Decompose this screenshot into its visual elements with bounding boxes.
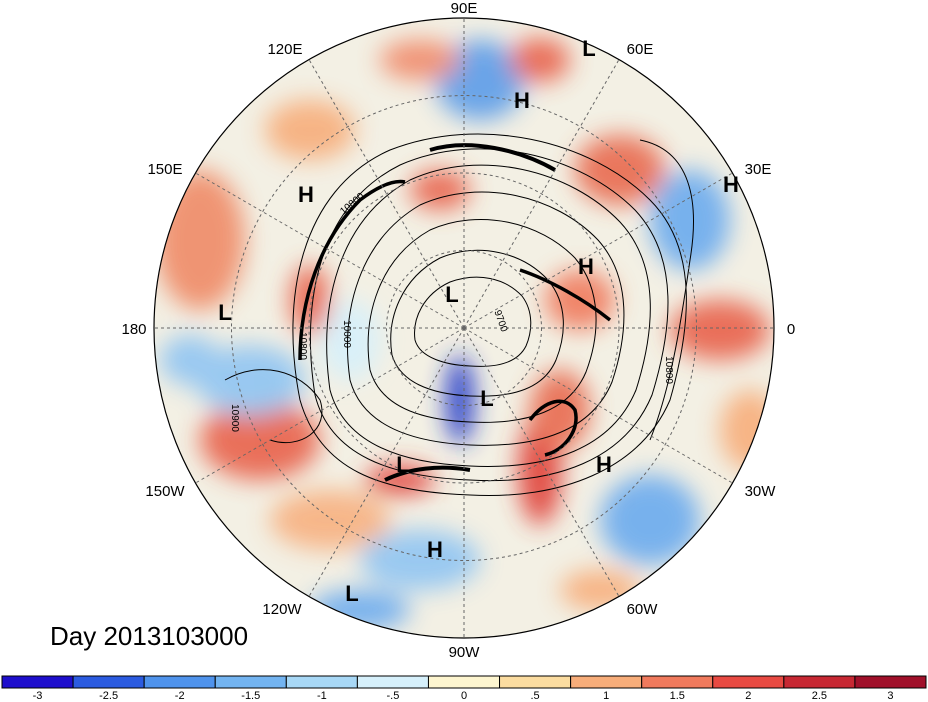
contour-line	[414, 276, 532, 367]
pressure-center-high: H	[514, 88, 530, 113]
lon-label-60e: 60E	[627, 41, 654, 58]
colorbar-swatch	[72, 675, 145, 689]
contour-line	[528, 399, 578, 457]
contour-value-label: 10000	[341, 320, 352, 348]
graticule	[154, 18, 774, 638]
meridian-line	[463, 327, 733, 484]
lon-label-30w: 30W	[745, 483, 777, 500]
lon-label-30e: 30E	[745, 161, 772, 178]
contour-line	[292, 133, 687, 497]
colorbar-swatch	[712, 675, 785, 689]
contour-line	[326, 164, 651, 467]
contour-value-label: 10800	[663, 356, 674, 384]
meridian-line	[463, 59, 620, 329]
colorbar: -3 -2.5 -2 -1.5 -1 -.5 0 .5 1 1.5 2 2.5 3	[1, 675, 927, 702]
pressure-center-low: L	[480, 386, 493, 411]
lon-label-150e: 150E	[147, 161, 182, 178]
map-border	[153, 17, 775, 639]
pressure-center-low: L	[445, 282, 458, 307]
meridian-line	[308, 59, 465, 329]
height-contours	[224, 133, 694, 497]
colorbar-tick-label: 3	[887, 690, 893, 702]
contour-line	[347, 191, 625, 446]
contour-line	[309, 148, 669, 482]
meridian-line	[463, 172, 733, 329]
contour-value-label: 10800	[297, 332, 308, 360]
day-label: Day 2013103000	[50, 621, 248, 651]
pressure-centers: L H H H H L L L H L H L	[218, 36, 739, 606]
colorbar-tick-label: -1.5	[241, 690, 260, 702]
colorbar-tick-label: .5	[530, 690, 539, 702]
lon-label-0: 0	[787, 321, 795, 338]
contour-line	[367, 219, 597, 423]
colorbar-tick-label: 0	[461, 690, 467, 702]
lon-label-90w: 90W	[449, 644, 481, 661]
pressure-center-low: L	[345, 581, 358, 606]
colorbar-swatch	[356, 675, 429, 689]
meridian-line	[463, 327, 620, 597]
colorbar-tick-label: -3	[33, 690, 43, 702]
colorbar-swatch	[570, 675, 643, 689]
contour-line	[298, 179, 406, 361]
pressure-center-high: H	[427, 537, 443, 562]
lon-label-150w: 150W	[145, 483, 185, 500]
meridian-line	[308, 327, 465, 597]
lon-label-180: 180	[121, 321, 146, 338]
colorbar-swatch	[285, 675, 358, 689]
pressure-center-low: L	[218, 300, 231, 325]
colorbar-tick-label: 1.5	[670, 690, 685, 702]
pressure-center-high: H	[298, 182, 314, 207]
colorbar-swatch	[427, 675, 501, 689]
colorbar-swatch	[854, 675, 927, 689]
contour-line	[390, 249, 564, 397]
pressure-center-low: L	[582, 36, 595, 61]
longitude-labels: 90E 60E 30E 0 30W 60W 90W 120W 150W 180 …	[121, 0, 795, 661]
colorbar-tick-label: 2.5	[812, 690, 827, 702]
lon-label-60w: 60W	[627, 601, 659, 618]
contour-line	[639, 139, 694, 441]
colorbar-tick-label: -2	[175, 690, 185, 702]
colorbar-swatch	[499, 675, 572, 689]
colorbar-tick-label: 1	[603, 690, 609, 702]
colorbar-swatch	[1, 675, 74, 689]
colorbar-swatch	[783, 675, 856, 689]
meridian-line	[195, 327, 465, 484]
colorbar-tick-label: -2.5	[99, 690, 118, 702]
colorbar-swatch	[214, 675, 287, 689]
pressure-center-low: L	[396, 452, 409, 477]
lon-label-90e: 90E	[451, 0, 478, 17]
contour-line	[429, 143, 556, 172]
pressure-center-high: H	[723, 172, 739, 197]
contour-line	[224, 369, 323, 444]
colorbar-tick-label: -.5	[387, 690, 400, 702]
pressure-center-high: H	[596, 452, 612, 477]
colorbar-tick-label: -1	[317, 690, 327, 702]
colorbar-tick-label: 2	[745, 690, 751, 702]
contour-line	[384, 465, 471, 482]
lon-label-120e: 120E	[267, 41, 302, 58]
colorbar-swatch	[143, 675, 216, 689]
contour-value-label: 10900	[229, 404, 240, 432]
pressure-center-high: H	[578, 254, 594, 279]
colorbar-swatch	[641, 675, 714, 689]
contour-line	[519, 268, 612, 322]
lon-label-120w: 120W	[262, 601, 302, 618]
meridian-line	[195, 172, 465, 329]
